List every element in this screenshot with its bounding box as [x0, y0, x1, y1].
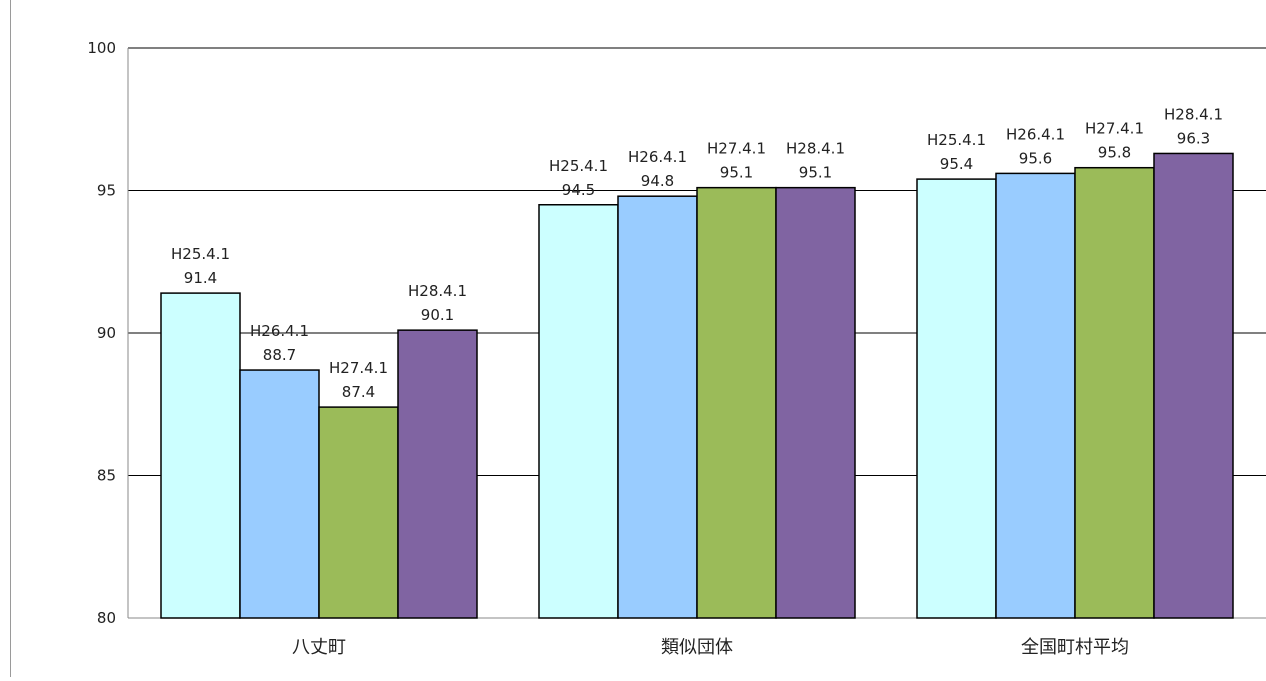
bar: [538, 204, 619, 619]
category-label: 類似団体: [661, 637, 733, 658]
y-tick-label: 100: [87, 39, 116, 57]
bar: [995, 172, 1076, 619]
bar-series-label: H28.4.1: [408, 282, 467, 300]
bar-series-label: H27.4.1: [707, 140, 766, 158]
bar-value-label: 95.6: [1019, 149, 1052, 167]
bar-series-label: H26.4.1: [628, 148, 687, 166]
bar-value-label: 90.1: [421, 306, 454, 324]
bar-value-label: 96.3: [1177, 129, 1210, 147]
y-tick-label: 95: [97, 182, 116, 200]
y-tick-label: 85: [97, 467, 116, 485]
category-label: 全国町村平均: [1021, 637, 1129, 658]
bar: [775, 186, 856, 619]
bar: [397, 329, 478, 619]
bar-series-label: H27.4.1: [1085, 120, 1144, 138]
category-label: 八丈町: [292, 637, 346, 658]
bar-series-label: H26.4.1: [1006, 125, 1065, 143]
bar: [318, 406, 399, 619]
bar-value-label: 95.1: [799, 164, 832, 182]
bar-value-label: 95.1: [720, 164, 753, 182]
bar-value-label: 95.8: [1098, 144, 1131, 162]
bar-value-label: 91.4: [184, 269, 217, 287]
y-tick-label: 80: [97, 609, 116, 627]
bar-value-label: 87.4: [342, 383, 375, 401]
bar-value-label: 95.4: [940, 155, 973, 173]
bar: [617, 195, 698, 619]
bar: [1074, 166, 1155, 619]
bar: [160, 292, 241, 619]
bar: [239, 369, 320, 619]
bar-series-label: H25.4.1: [927, 131, 986, 149]
bar: [916, 178, 997, 619]
bar-series-label: H27.4.1: [329, 359, 388, 377]
bar-series-label: H25.4.1: [171, 245, 230, 263]
bar-series-label: H25.4.1: [549, 157, 608, 175]
left-border-line: [10, 0, 11, 677]
bar-value-label: 88.7: [263, 346, 296, 364]
bar: [1153, 152, 1234, 619]
bar-series-label: H28.4.1: [786, 140, 845, 158]
bar-series-label: H28.4.1: [1164, 105, 1223, 123]
y-tick-label: 90: [97, 324, 116, 342]
bar-value-label: 94.8: [641, 172, 674, 190]
bar: [696, 186, 777, 619]
bar-series-label: H26.4.1: [250, 322, 309, 340]
bar-value-label: 94.5: [562, 181, 595, 199]
